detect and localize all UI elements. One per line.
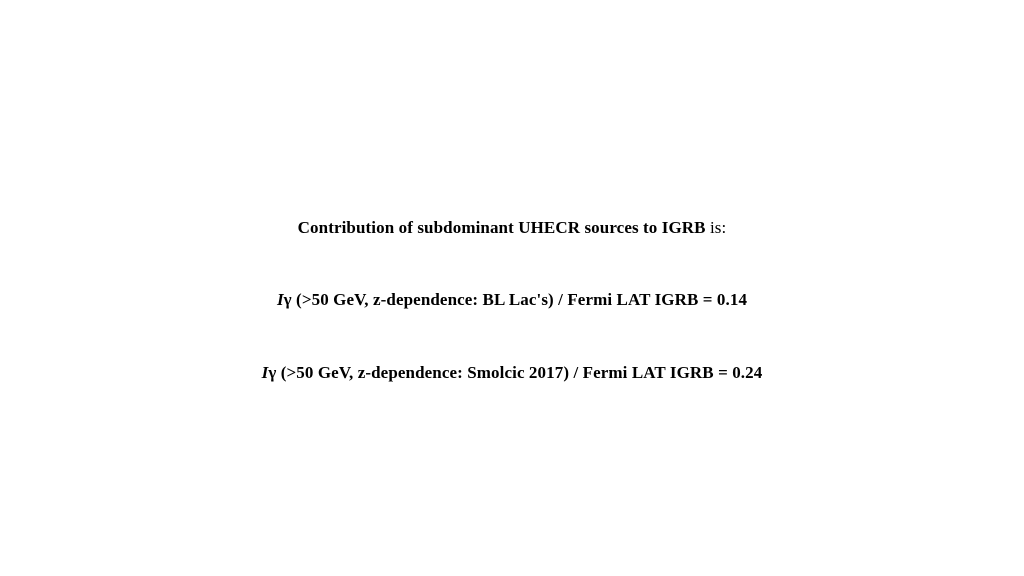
line-title: Contribution of subdominant UHECR source… [0, 218, 1024, 238]
title-bold: Contribution of subdominant UHECR source… [298, 218, 706, 237]
line-ratio-1: Iγ (>50 GeV, z-dependence: BL Lac's) / F… [0, 290, 1024, 310]
line-ratio-2: Iγ (>50 GeV, z-dependence: Smolcic 2017)… [0, 363, 1024, 383]
ratio-1-symbol: I [277, 290, 284, 309]
slide-container: Contribution of subdominant UHECR source… [0, 0, 1024, 576]
title-suffix: is: [706, 218, 727, 237]
slide-content: Contribution of subdominant UHECR source… [0, 218, 1024, 383]
ratio-1-text: γ (>50 GeV, z-dependence: BL Lac's) / Fe… [284, 290, 747, 309]
ratio-2-text: γ (>50 GeV, z-dependence: Smolcic 2017) … [268, 363, 762, 382]
